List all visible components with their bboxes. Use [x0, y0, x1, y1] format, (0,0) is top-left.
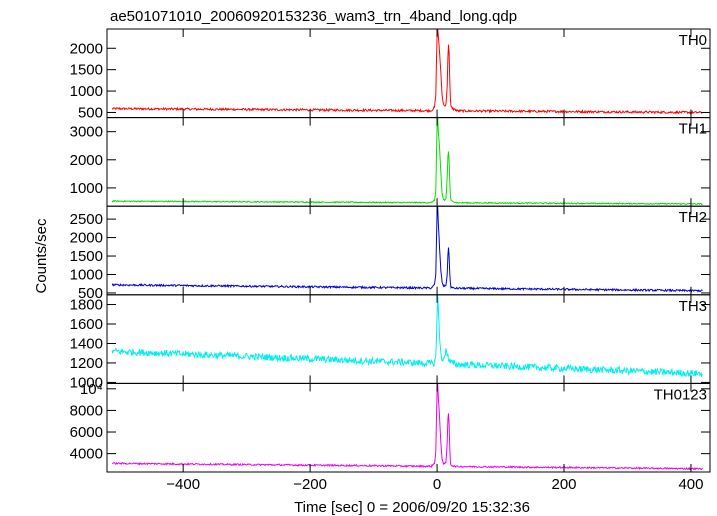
- y-tick-label: 2000: [70, 40, 103, 57]
- panel-frame: [106, 28, 711, 119]
- panel-frame: [106, 117, 711, 207]
- series-line-th1: [111, 117, 703, 206]
- y-axis-label: Counts/sec: [33, 218, 50, 294]
- series-line-th2: [111, 206, 703, 293]
- x-tick-label: −200: [293, 476, 327, 493]
- series-line-th3: [111, 294, 703, 378]
- y-tick-label: 1800: [70, 297, 103, 314]
- y-tick-label: 8000: [70, 402, 103, 419]
- x-tick-label: −400: [166, 476, 200, 493]
- panel-label-th2: TH2: [679, 209, 707, 226]
- y-tick-label: 2000: [70, 152, 103, 169]
- panel-th0: 500 1000 1500 2000 TH0: [70, 28, 711, 121]
- y-tick-label: 1600: [70, 316, 103, 333]
- panel-label-th3: TH3: [679, 298, 707, 315]
- y-tick-label: 1000: [70, 374, 103, 391]
- series-line-th0123: [112, 383, 703, 471]
- panel-frame: [106, 205, 711, 296]
- y-tick-label: 500: [78, 104, 103, 121]
- y-tick-label: 1000: [70, 83, 103, 100]
- x-axis-label: Time [sec] 0 = 2006/09/20 15:32:36: [294, 499, 530, 516]
- y-tick-label: 2500: [70, 211, 103, 228]
- chart-title: ae501071010_20060920153236_wam3_trn_4ban…: [110, 8, 517, 25]
- panel-label-th0123: TH0123: [654, 386, 707, 403]
- y-tick-label: 500: [78, 285, 103, 302]
- x-axis: −400 −200 0 200 400: [166, 476, 703, 493]
- y-tick-label: 1200: [70, 355, 103, 372]
- panel-frame: [106, 382, 711, 473]
- y-tick-label: 2000: [70, 230, 103, 247]
- panel-th1: 1000 2000 3000 TH1: [70, 117, 711, 207]
- x-tick-label: 400: [678, 476, 703, 493]
- panel-label-th1: TH1: [679, 121, 707, 138]
- y-tick-label: 4000: [70, 446, 103, 463]
- y-tick-label: 1500: [70, 62, 103, 79]
- panel-th3: 1000 1200 1400 1600 1800 TH3: [70, 294, 711, 391]
- y-tick-label: 1000: [70, 266, 103, 283]
- y-tick-label: 1400: [70, 335, 103, 352]
- y-tick-label: 3000: [70, 124, 103, 141]
- y-tick-label: 6000: [70, 424, 103, 441]
- x-tick-label: 200: [551, 476, 576, 493]
- panel-label-th0: TH0: [679, 32, 707, 49]
- y-tick-label: 1500: [70, 248, 103, 265]
- y-tick-label: 10⁴: [80, 381, 103, 398]
- x-tick-label: 0: [433, 476, 441, 493]
- panel-th0123: 4000 6000 8000 10⁴ TH0123: [70, 381, 711, 473]
- y-tick-label: 1000: [70, 180, 103, 197]
- series-line-th0: [111, 28, 703, 115]
